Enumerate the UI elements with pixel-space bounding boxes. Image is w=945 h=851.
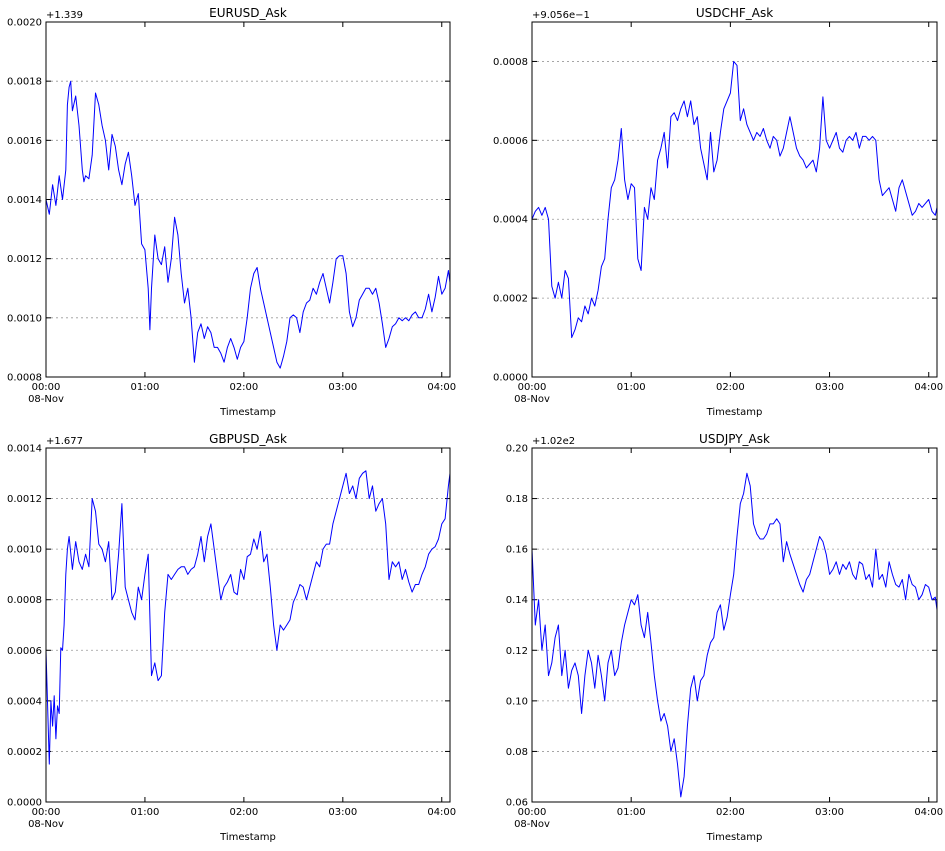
chart-title: GBPUSD_Ask bbox=[209, 432, 287, 446]
y-tick-label: 0.0010 bbox=[7, 545, 42, 556]
y-tick-label: 0.12 bbox=[506, 646, 528, 657]
y-tick-label: 0.18 bbox=[506, 494, 528, 505]
x-tick-label: 04:00 bbox=[914, 382, 943, 393]
chart-title: USDJPY_Ask bbox=[699, 432, 770, 446]
y-tick-label: 0.0014 bbox=[7, 444, 42, 455]
x-tick-label: 02:00 bbox=[716, 807, 745, 818]
x-tick-label: 04:00 bbox=[427, 382, 456, 393]
y-tick-label: 0.10 bbox=[506, 696, 528, 707]
y-tick-label: 0.0016 bbox=[7, 136, 42, 147]
y-tick-label: 0.0010 bbox=[7, 313, 42, 324]
y-tick-label: 0.0000 bbox=[493, 373, 528, 384]
y-tick-label: 0.06 bbox=[506, 798, 528, 809]
x-tick-label: 02:00 bbox=[229, 807, 258, 818]
y-tick-label: 0.16 bbox=[506, 545, 528, 556]
x-tick-label: 01:00 bbox=[131, 382, 160, 393]
axis-offset-label: +1.02e2 bbox=[532, 436, 575, 447]
x-tick-label: 04:00 bbox=[914, 807, 943, 818]
x-tick-label: 02:00 bbox=[229, 382, 258, 393]
x-tick-label: 04:00 bbox=[427, 807, 456, 818]
x-tick-label: 01:00 bbox=[617, 807, 646, 818]
x-axis-label: Timestamp bbox=[706, 407, 763, 418]
x-axis-label: Timestamp bbox=[219, 407, 276, 418]
y-tick-label: 0.0004 bbox=[493, 215, 528, 226]
chart-panel-4: 0.06 0.08 0.10 0.12 0.14 0.16 0.18 0.20 00:0008-… bbox=[506, 432, 943, 843]
x-tick-label: 01:00 bbox=[131, 807, 160, 818]
axis-offset-label: +1.677 bbox=[46, 436, 83, 447]
chart-title: EURUSD_Ask bbox=[209, 6, 287, 20]
series-line bbox=[531, 60, 938, 339]
x-tick-date-label: 08-Nov bbox=[28, 394, 64, 405]
plot-frame bbox=[45, 21, 451, 378]
x-tick-label: 03:00 bbox=[815, 382, 844, 393]
series-line bbox=[45, 80, 451, 369]
y-tick-label: 0.0006 bbox=[7, 646, 42, 657]
x-axis-label: Timestamp bbox=[219, 832, 276, 843]
x-axis-label: Timestamp bbox=[706, 832, 763, 843]
y-tick-label: 0.0008 bbox=[7, 373, 42, 384]
y-tick-label: 0.0008 bbox=[493, 57, 528, 68]
y-tick-label: 0.0014 bbox=[7, 195, 42, 206]
plot-frame bbox=[531, 447, 938, 803]
y-tick-label: 0.0018 bbox=[7, 77, 42, 88]
x-tick-label: 00:00 bbox=[518, 382, 547, 393]
chart-panel-1: 0.0008 0.0010 0.0012 0.0014 0.0016 0.0018 0.00… bbox=[7, 6, 456, 418]
x-tick-label: 03:00 bbox=[328, 807, 357, 818]
x-tick-date-label: 08-Nov bbox=[28, 819, 64, 830]
x-tick-label: 00:00 bbox=[32, 807, 61, 818]
chart-title: USDCHF_Ask bbox=[696, 6, 773, 20]
series-line bbox=[531, 472, 938, 798]
plot-frame bbox=[531, 21, 938, 378]
x-tick-label: 03:00 bbox=[815, 807, 844, 818]
series-line bbox=[45, 470, 451, 765]
axis-offset-label: +1.339 bbox=[46, 10, 83, 21]
axis-offset-label: +9.056e−1 bbox=[532, 10, 590, 21]
x-tick-label: 01:00 bbox=[617, 382, 646, 393]
y-tick-label: 0.0008 bbox=[7, 595, 42, 606]
x-tick-date-label: 08-Nov bbox=[514, 394, 550, 405]
y-tick-label: 0.0002 bbox=[7, 747, 42, 758]
y-tick-label: 0.0004 bbox=[7, 696, 42, 707]
y-tick-label: 0.0006 bbox=[493, 136, 528, 147]
x-tick-label: 00:00 bbox=[32, 382, 61, 393]
plot-frame bbox=[45, 447, 451, 803]
y-tick-label: 0.0012 bbox=[7, 254, 42, 265]
chart-panel-2: 0.0000 0.0002 0.0004 0.0006 0.0008 00:0008-No… bbox=[493, 6, 943, 418]
x-tick-label: 02:00 bbox=[716, 382, 745, 393]
y-tick-label: 0.0002 bbox=[493, 294, 528, 305]
x-tick-date-label: 08-Nov bbox=[514, 819, 550, 830]
y-tick-label: 0.08 bbox=[506, 747, 528, 758]
y-tick-label: 0.0000 bbox=[7, 798, 42, 809]
y-tick-label: 0.0012 bbox=[7, 494, 42, 505]
y-tick-label: 0.20 bbox=[506, 444, 528, 455]
y-tick-label: 0.0020 bbox=[7, 18, 42, 29]
y-tick-label: 0.14 bbox=[506, 595, 528, 606]
chart-panel-3: 0.0000 0.0002 0.0004 0.0006 0.0008 0.0010 0.00… bbox=[7, 432, 456, 843]
x-tick-label: 00:00 bbox=[518, 807, 547, 818]
x-tick-label: 03:00 bbox=[328, 382, 357, 393]
